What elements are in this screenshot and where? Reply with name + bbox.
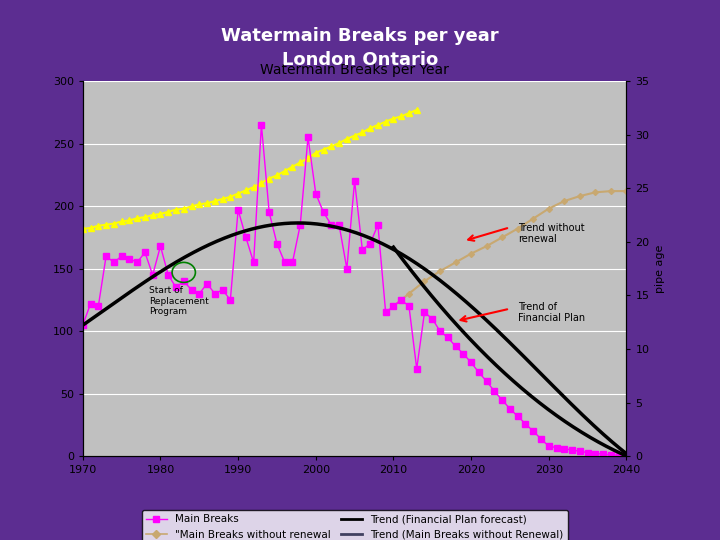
Text: Watermain Breaks per year
London Ontario: Watermain Breaks per year London Ontario — [221, 27, 499, 69]
Legend: Main Breaks, "Main Breaks without renewal, Pipe age (right axis), Trend (Financi: Main Breaks, "Main Breaks without renewa… — [142, 510, 567, 540]
Y-axis label: pipe age: pipe age — [655, 245, 665, 293]
Text: Trend without
renewal: Trend without renewal — [518, 223, 585, 245]
Text: Trend of
Financial Plan: Trend of Financial Plan — [518, 302, 585, 323]
Text: Start of
Replacement
Program: Start of Replacement Program — [149, 286, 209, 316]
Title: Watermain Breaks per Year: Watermain Breaks per Year — [260, 63, 449, 77]
